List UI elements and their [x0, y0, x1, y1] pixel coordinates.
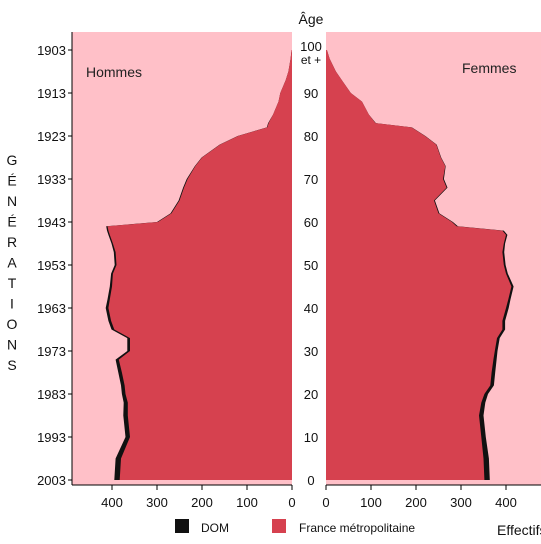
generations-label-letter: G [7, 152, 18, 168]
age-tick-label: 10 [304, 430, 318, 445]
age-tick-label: 30 [304, 344, 318, 359]
generation-tick-label: 1983 [37, 387, 66, 402]
men-metro-series [107, 50, 292, 480]
generation-tick-label: 1973 [37, 344, 66, 359]
age-tick-label: 50 [304, 258, 318, 273]
men-panel-label: Hommes [86, 64, 142, 80]
x-tick-label-women: 400 [495, 495, 517, 510]
x-tick-label-women: 200 [405, 495, 427, 510]
generation-tick-label: 1913 [37, 86, 66, 101]
x-tick-label-men: 0 [288, 495, 295, 510]
age-tick-label: 60 [304, 215, 318, 230]
x-tick-labels: 400 300 200 100 0 0 100 200 300 400 [101, 485, 517, 510]
generations-label-letter: A [7, 255, 17, 271]
generations-label-letter: T [8, 275, 17, 291]
legend-metro-swatch [272, 519, 286, 533]
x-tick-label-women: 300 [450, 495, 472, 510]
age-tick-label: 20 [304, 387, 318, 402]
legend-dom-swatch [175, 519, 189, 533]
generations-label-letter: É [7, 173, 16, 189]
x-tick-label-men: 100 [236, 495, 258, 510]
generation-tick-label: 1993 [37, 430, 66, 445]
age-tick-label-suffix: et + [301, 53, 321, 67]
x-tick-label-women: 0 [322, 495, 329, 510]
x-tick-label-men: 400 [101, 495, 123, 510]
generations-label-letter: N [7, 337, 17, 353]
x-tick-label-men: 200 [191, 495, 213, 510]
age-tick-label: 80 [304, 129, 318, 144]
women-metro-series [326, 50, 512, 480]
legend-metro-label: France métropolitaine [299, 521, 415, 535]
age-tick-label: 70 [304, 172, 318, 187]
generations-label-letter: S [7, 357, 16, 373]
age-axis-label: Âge [299, 11, 324, 27]
age-tick-label: 40 [304, 301, 318, 316]
x-tick-label-women: 100 [360, 495, 382, 510]
age-tick-label: 0 [307, 473, 314, 488]
age-tick-label: 100 [300, 39, 322, 54]
generation-tick-label: 1963 [37, 301, 66, 316]
generation-tick-label: 1923 [37, 129, 66, 144]
generations-label-letter: O [7, 316, 18, 332]
x-tick-label-men: 300 [146, 495, 168, 510]
x-axis-label: Effectifs [497, 522, 541, 538]
women-panel-label: Femmes [462, 60, 516, 76]
generation-tick-label: 1943 [37, 215, 66, 230]
generations-label-letter: É [7, 214, 16, 230]
generations-label-letter: N [7, 193, 17, 209]
generation-tick-label: 1903 [37, 43, 66, 58]
generation-tick-label: 1953 [37, 258, 66, 273]
legend-dom-label: DOM [201, 521, 229, 535]
generations-label-letter: R [7, 234, 17, 250]
generations-label-letter: I [10, 296, 14, 312]
generation-tick-label: 2003 [37, 473, 66, 488]
generation-tick-label: 1933 [37, 172, 66, 187]
age-tick-label: 90 [304, 86, 318, 101]
generation-tick-labels: 1903 1913 1923 1933 1943 1953 1963 1973 1983 1993… [37, 43, 72, 488]
